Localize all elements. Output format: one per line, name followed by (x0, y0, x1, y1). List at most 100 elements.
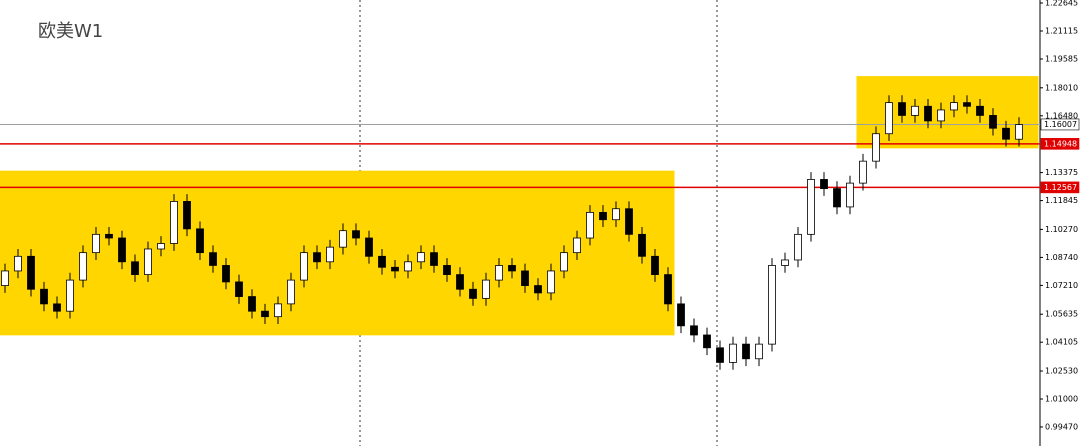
candle-body (183, 201, 191, 230)
candle-body (651, 255, 659, 276)
candle-body (677, 303, 685, 327)
candle-body (664, 274, 672, 305)
candle-body (404, 261, 412, 272)
candle-body (287, 279, 295, 305)
candle-body (742, 343, 750, 360)
y-tick-label: 1.16480 (1045, 111, 1078, 120)
candle-body (781, 259, 789, 266)
candle-body (157, 243, 165, 250)
candle-body (378, 255, 386, 268)
zone (856, 76, 1039, 149)
y-tick-label: 1.07210 (1045, 281, 1078, 290)
candle-body (911, 105, 919, 116)
candle-body (300, 252, 308, 281)
candle-body (456, 274, 464, 290)
candle-body (716, 347, 724, 363)
y-tick-label: 1.02530 (1045, 367, 1078, 376)
candle-body (235, 281, 243, 297)
candle-body (352, 230, 360, 239)
candle-body (118, 237, 126, 263)
candle-body (144, 248, 152, 276)
y-tick-label: 1.08740 (1045, 253, 1078, 262)
y-axis: 1.22645 1.21115 1.19585 1.18010 1.16480 1.133… (1040, 0, 1080, 432)
candle-body (443, 265, 451, 276)
candle-body (989, 115, 997, 129)
candle-body (261, 310, 269, 318)
chart-title: 欧美W1 (38, 21, 103, 42)
candle-body (365, 237, 373, 257)
candle-body (417, 252, 425, 263)
candle-body (638, 233, 646, 257)
candle-body (521, 270, 529, 286)
candle-body (846, 182, 854, 208)
candle-body (66, 279, 74, 312)
candle-body (898, 102, 906, 116)
candle-body (833, 188, 841, 208)
candle-body (612, 208, 620, 221)
y-tick-label: 1.11845 (1045, 196, 1078, 205)
y-tick-label: 1.21115 (1045, 26, 1078, 35)
candle-body (625, 208, 633, 235)
candle-body (339, 230, 347, 248)
candle-body (560, 252, 568, 272)
candle-body (105, 233, 113, 239)
price-tag (1040, 138, 1080, 150)
candle-body (274, 303, 282, 318)
candle-body (391, 266, 399, 272)
candle-body (27, 255, 35, 290)
candle-body (14, 255, 22, 272)
price-tag (1040, 181, 1080, 194)
candle-body (755, 343, 763, 360)
levels (0, 123, 1040, 189)
candle-body (222, 265, 230, 283)
candle-body (547, 270, 555, 294)
candle-body (573, 237, 581, 254)
candle-body (807, 179, 815, 235)
y-tick-label: 1.19585 (1045, 54, 1078, 63)
candle-body (859, 160, 867, 184)
candle-body (872, 133, 880, 162)
candle-body (92, 233, 100, 254)
candle-body (170, 201, 178, 244)
candle-body (937, 109, 945, 122)
candle-body (729, 343, 737, 363)
candle-body (482, 279, 490, 299)
candle-body (885, 102, 893, 135)
y-tick-label: 1.04105 (1045, 338, 1078, 347)
price-tag-label: 1.12567 (1044, 183, 1077, 192)
y-tick-label: 1.13375 (1045, 168, 1078, 177)
y-tick-label: 1.05635 (1045, 310, 1078, 319)
candle-body (703, 334, 711, 349)
candle-body (495, 265, 503, 281)
candle-body (40, 288, 48, 305)
candle-body (79, 252, 87, 281)
candle-body (469, 288, 477, 299)
candle-body (53, 303, 61, 312)
candle-body (586, 211, 594, 239)
candle-body (534, 285, 542, 294)
y-tick-label: 1.01000 (1045, 395, 1078, 404)
candle-body (209, 252, 217, 266)
candle-body (963, 102, 971, 107)
candle-body (313, 252, 321, 263)
candle-body (1015, 124, 1023, 140)
candle-body (508, 265, 516, 272)
y-tick-label: 0.99470 (1045, 423, 1078, 432)
y-tick-label: 1.22645 (1045, 0, 1078, 8)
y-tick-label: 1.18010 (1045, 83, 1078, 92)
candle-body (820, 179, 828, 190)
candle-body (1, 270, 9, 286)
candles (1, 95, 1023, 370)
candle-body (690, 325, 698, 336)
candle-body (326, 246, 334, 263)
candle-body (131, 261, 139, 276)
price-tag-label: 1.14948 (1044, 139, 1077, 148)
candle-body (794, 233, 802, 261)
candle-body (950, 102, 958, 111)
price-tag (1040, 118, 1080, 131)
candle-body (430, 252, 438, 266)
candle-body (248, 296, 256, 312)
candle-body (599, 211, 607, 221)
